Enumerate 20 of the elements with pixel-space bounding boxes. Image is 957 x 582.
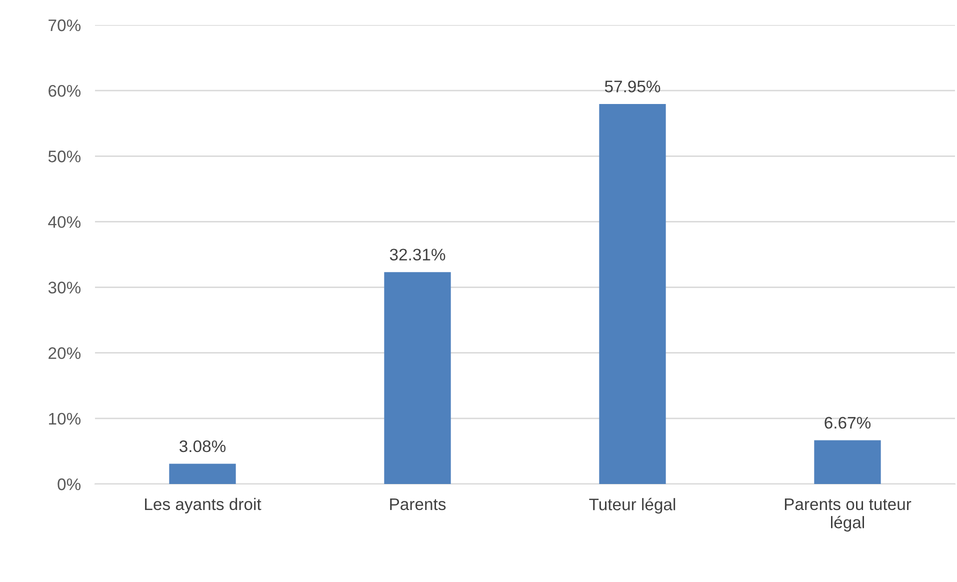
y-tick-label: 70% xyxy=(48,19,81,32)
data-label: 6.67% xyxy=(824,416,871,429)
x-tick-label: Tuteur légal xyxy=(589,498,676,514)
y-tick-label: 60% xyxy=(48,84,81,97)
y-tick-label: 20% xyxy=(48,347,81,360)
bar xyxy=(599,104,666,484)
bar xyxy=(814,440,881,484)
x-tick-label: Parents xyxy=(390,498,446,510)
y-tick-label: 40% xyxy=(48,216,81,228)
y-tick-label: 50% xyxy=(48,150,81,162)
x-tick-label: Les ayants droit xyxy=(145,498,262,514)
y-tick-label: 30% xyxy=(48,282,81,294)
data-label: 57.95% xyxy=(604,80,660,92)
data-label: 32.31% xyxy=(390,248,446,261)
y-tick-label: 10% xyxy=(49,412,81,425)
y-tick-label: 0% xyxy=(58,478,81,490)
bar xyxy=(384,272,451,484)
bar xyxy=(169,464,236,484)
data-label: 3.08% xyxy=(180,440,226,452)
x-tick-label: Parents ou tuteur légal xyxy=(784,498,912,532)
